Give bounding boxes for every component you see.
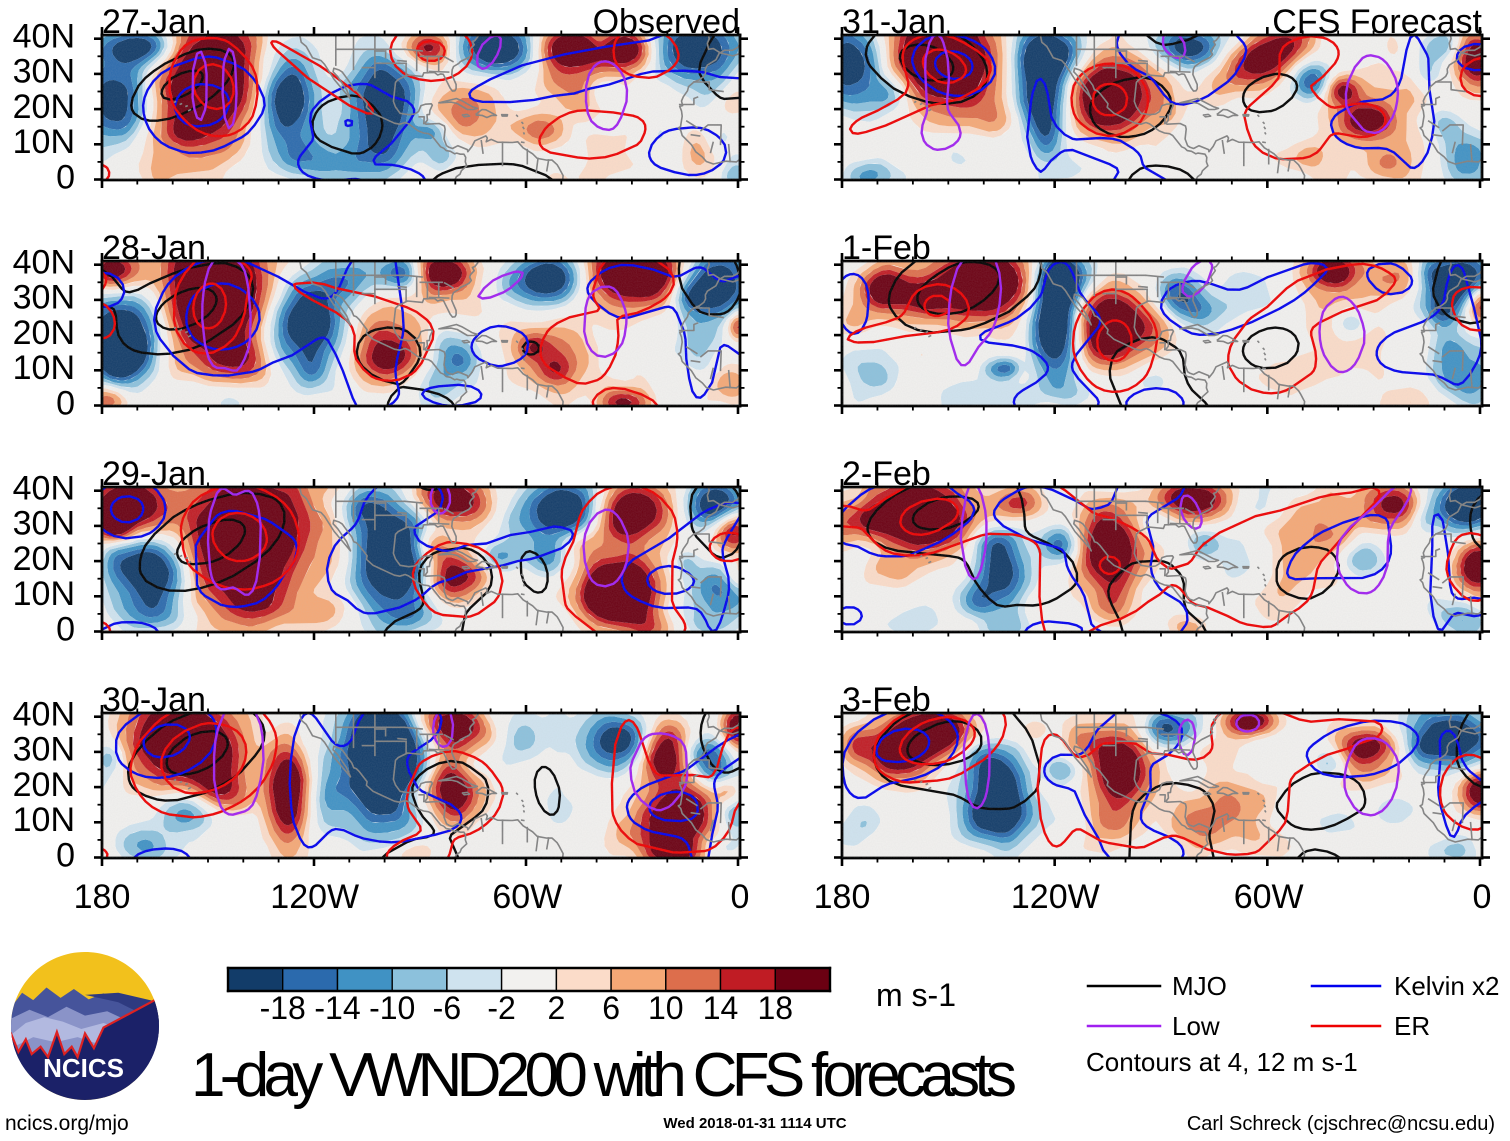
svg-text:1-Feb: 1-Feb <box>842 229 931 267</box>
svg-text:NCICS: NCICS <box>43 1053 124 1083</box>
svg-text:0: 0 <box>56 158 75 196</box>
svg-text:CFS Forecast: CFS Forecast <box>1272 3 1482 41</box>
svg-text:30N: 30N <box>13 505 75 543</box>
svg-text:10N: 10N <box>13 349 75 387</box>
svg-text:1-day VWND200 with CFS forecas: 1-day VWND200 with CFS forecasts <box>191 1041 1017 1110</box>
svg-text:20N: 20N <box>13 766 75 804</box>
svg-text:0: 0 <box>731 878 750 916</box>
svg-text:Observed: Observed <box>593 3 740 41</box>
svg-text:0: 0 <box>1473 878 1492 916</box>
svg-text:10N: 10N <box>13 575 75 613</box>
svg-text:-2: -2 <box>487 990 515 1026</box>
svg-text:31-Jan: 31-Jan <box>842 3 946 41</box>
svg-text:40N: 40N <box>13 244 75 282</box>
svg-text:10: 10 <box>648 990 684 1026</box>
svg-text:0: 0 <box>56 836 75 874</box>
svg-text:2-Feb: 2-Feb <box>842 455 931 493</box>
svg-text:-14: -14 <box>314 990 360 1026</box>
svg-text:20N: 20N <box>13 540 75 578</box>
svg-text:m s-1: m s-1 <box>876 977 956 1013</box>
svg-text:20N: 20N <box>13 88 75 126</box>
svg-text:-10: -10 <box>369 990 415 1026</box>
svg-text:10N: 10N <box>13 801 75 839</box>
svg-text:120W: 120W <box>270 878 359 916</box>
svg-text:Carl Schreck (cjschrec@ncsu.ed: Carl Schreck (cjschrec@ncsu.edu) <box>1187 1113 1495 1135</box>
svg-text:180: 180 <box>74 878 131 916</box>
svg-text:14: 14 <box>703 990 739 1026</box>
svg-text:18: 18 <box>758 990 794 1026</box>
svg-text:28-Jan: 28-Jan <box>102 229 206 267</box>
svg-text:Contours at 4, 12 m s-1: Contours at 4, 12 m s-1 <box>1086 1047 1358 1077</box>
svg-text:Kelvin x2: Kelvin x2 <box>1394 971 1500 1001</box>
svg-text:29-Jan: 29-Jan <box>102 455 206 493</box>
svg-text:180: 180 <box>814 878 871 916</box>
svg-text:-6: -6 <box>433 990 461 1026</box>
svg-text:MJO: MJO <box>1172 971 1227 1001</box>
svg-text:30N: 30N <box>13 279 75 317</box>
svg-text:2: 2 <box>548 990 566 1026</box>
svg-text:120W: 120W <box>1011 878 1100 916</box>
svg-text:20N: 20N <box>13 314 75 352</box>
svg-text:3-Feb: 3-Feb <box>842 681 931 719</box>
svg-text:6: 6 <box>602 990 620 1026</box>
svg-text:Low: Low <box>1172 1011 1220 1041</box>
svg-text:30N: 30N <box>13 53 75 91</box>
svg-text:-18: -18 <box>260 990 306 1026</box>
svg-text:60W: 60W <box>492 878 562 916</box>
svg-text:0: 0 <box>56 384 75 422</box>
svg-text:30N: 30N <box>13 731 75 769</box>
svg-text:40N: 40N <box>13 18 75 56</box>
svg-text:40N: 40N <box>13 696 75 734</box>
svg-text:60W: 60W <box>1234 878 1304 916</box>
svg-text:40N: 40N <box>13 470 75 508</box>
svg-text:0: 0 <box>56 610 75 648</box>
svg-text:10N: 10N <box>13 123 75 161</box>
svg-text:30-Jan: 30-Jan <box>102 681 206 719</box>
svg-text:ER: ER <box>1394 1011 1430 1041</box>
svg-text:ncics.org/mjo: ncics.org/mjo <box>5 1112 129 1135</box>
svg-text:27-Jan: 27-Jan <box>102 3 206 41</box>
svg-text:Wed 2018-01-31 1114 UTC: Wed 2018-01-31 1114 UTC <box>663 1115 846 1132</box>
